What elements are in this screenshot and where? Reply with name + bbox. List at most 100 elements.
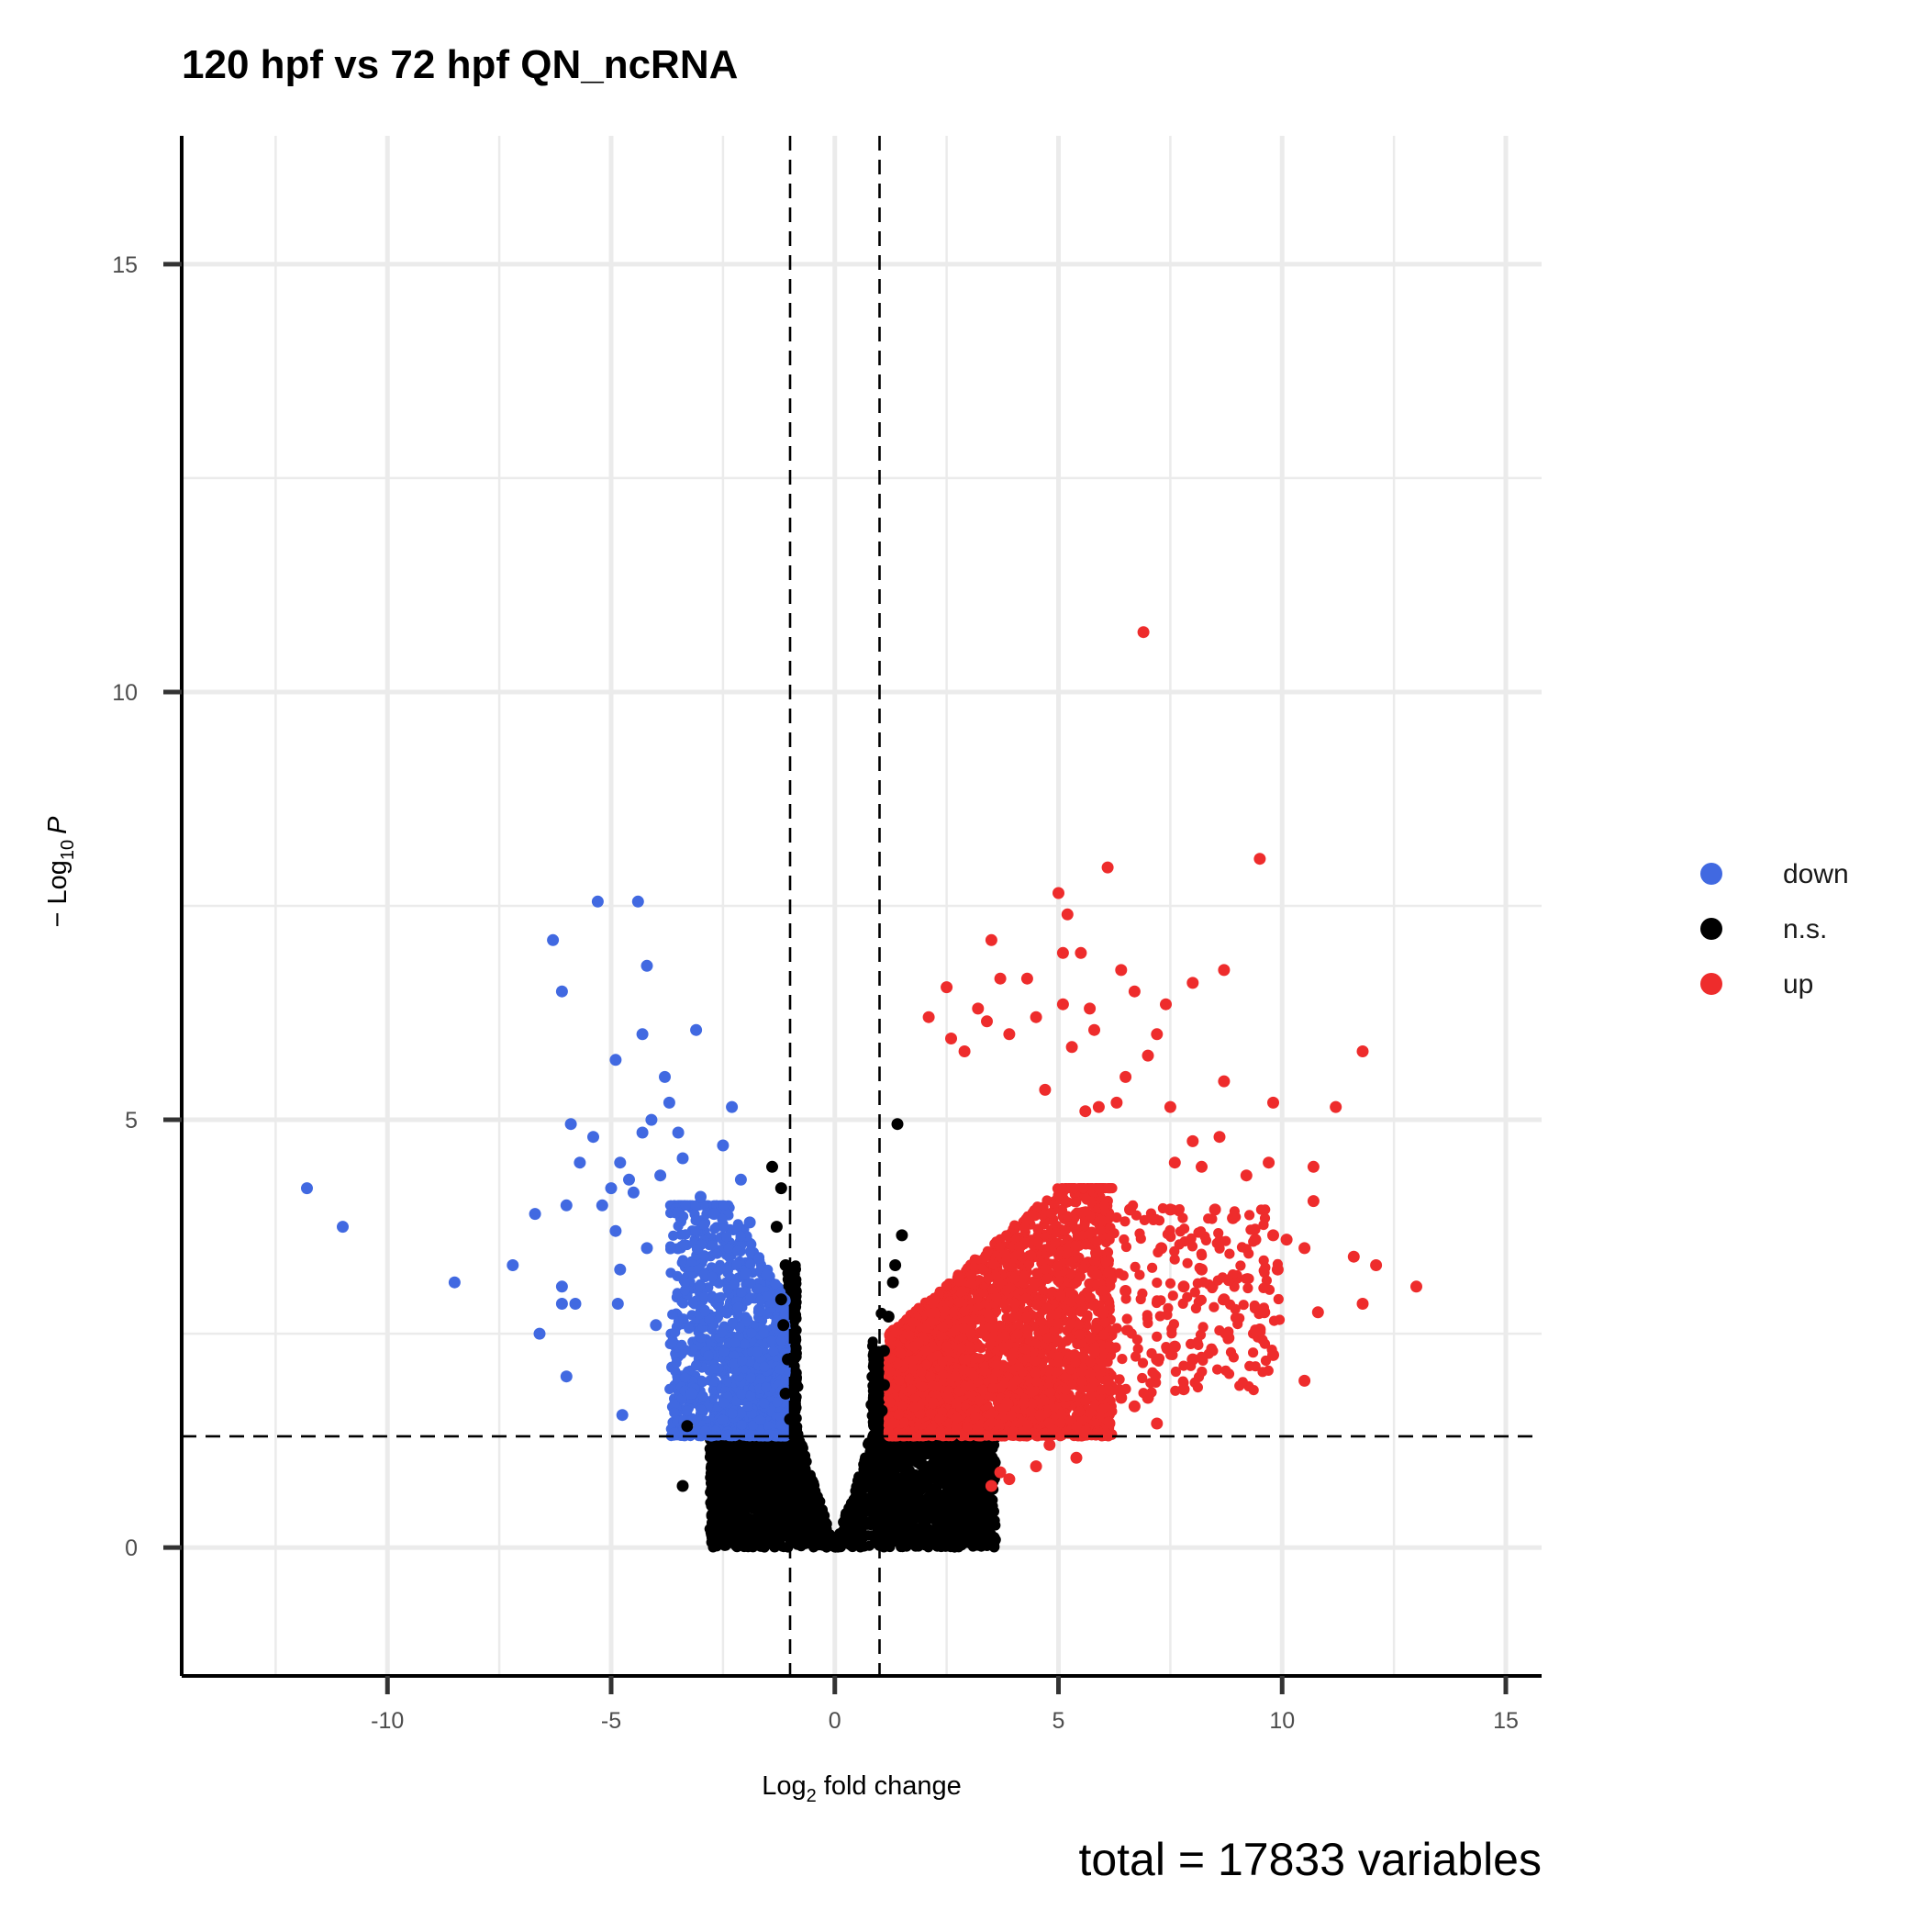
legend-label-up: up xyxy=(1783,969,1813,1000)
point-down-41 xyxy=(695,1191,707,1203)
point-up-33 xyxy=(1093,1101,1105,1113)
y-tick-label-3: 15 xyxy=(112,252,138,278)
point-up-13 xyxy=(1129,986,1141,998)
y-axis-title-suffix: P xyxy=(43,816,72,834)
point-down-43 xyxy=(717,1140,729,1152)
point-up-53 xyxy=(1298,1242,1310,1254)
point-up-3 xyxy=(1053,888,1064,899)
point-down-14 xyxy=(574,1156,585,1168)
point-down-24 xyxy=(617,1409,629,1421)
point-up-6 xyxy=(1057,947,1069,959)
point-up-51 xyxy=(1267,1229,1279,1241)
point-up-84 xyxy=(1119,1285,1131,1297)
point-down-15 xyxy=(587,1131,599,1143)
point-up-41 xyxy=(1169,1156,1181,1168)
point-down-12 xyxy=(565,1118,577,1130)
point-down-19 xyxy=(609,1054,621,1066)
point-up-0 xyxy=(1138,626,1150,638)
point-down-33 xyxy=(650,1319,662,1331)
point-up-47 xyxy=(1209,1203,1221,1215)
point-down-34 xyxy=(654,1169,666,1181)
point-up-55 xyxy=(1348,1251,1360,1263)
point-up-75 xyxy=(1115,1392,1127,1404)
point-up-60 xyxy=(1258,1306,1270,1318)
point-up-16 xyxy=(972,1002,984,1014)
point-up-63 xyxy=(1267,1349,1279,1361)
point-down-21 xyxy=(612,1298,624,1310)
x-tick-label-5: 15 xyxy=(1493,1708,1519,1734)
point-up-57 xyxy=(1410,1280,1422,1292)
point-up-28 xyxy=(1357,1045,1369,1057)
point-up-88 xyxy=(1218,1293,1230,1305)
point-up-83 xyxy=(1097,1306,1109,1318)
point-up-14 xyxy=(1186,977,1198,988)
point-down-44 xyxy=(726,1101,738,1113)
point-down-2 xyxy=(449,1277,461,1289)
point-up-44 xyxy=(1263,1156,1275,1168)
point-up-66 xyxy=(1186,1354,1198,1366)
point-up-12 xyxy=(941,981,952,993)
point-up-17 xyxy=(1084,1002,1096,1014)
legend-label-ns: n.s. xyxy=(1783,914,1827,944)
point-down-47 xyxy=(744,1216,756,1228)
point-up-1 xyxy=(1253,853,1265,865)
x-tick-label-0: -10 xyxy=(371,1708,404,1734)
point-down-9 xyxy=(556,1298,568,1310)
y-tick-label-1: 5 xyxy=(125,1108,138,1134)
point-up-62 xyxy=(1253,1323,1265,1335)
point-down-38 xyxy=(677,1153,689,1165)
point-ns-10 xyxy=(896,1229,908,1241)
point-up-10 xyxy=(995,973,1007,985)
point-up-32 xyxy=(1079,1105,1091,1117)
point-up-67 xyxy=(1151,1354,1163,1366)
point-up-37 xyxy=(1330,1101,1342,1113)
point-up-21 xyxy=(1030,1011,1042,1023)
point-up-76 xyxy=(1102,1375,1114,1387)
point-up-11 xyxy=(1021,973,1033,985)
point-up-39 xyxy=(1214,1131,1226,1143)
point-up-29 xyxy=(1142,1050,1154,1062)
point-up-82 xyxy=(1088,1345,1100,1357)
point-down-16 xyxy=(592,896,604,908)
point-up-40 xyxy=(1186,1135,1198,1147)
point-down-4 xyxy=(529,1208,541,1220)
point-up-52 xyxy=(1281,1234,1293,1245)
point-down-5 xyxy=(534,1328,546,1340)
point-down-11 xyxy=(561,1200,573,1212)
point-down-8 xyxy=(556,1280,568,1292)
point-ns-18 xyxy=(677,1480,689,1492)
point-up-30 xyxy=(1119,1071,1131,1083)
point-up-35 xyxy=(1164,1101,1176,1113)
point-down-40 xyxy=(690,1024,702,1036)
point-down-10 xyxy=(561,1370,573,1382)
point-up-59 xyxy=(1312,1306,1324,1318)
point-down-0 xyxy=(301,1182,313,1194)
point-up-22 xyxy=(1088,1024,1100,1036)
point-up-61 xyxy=(1222,1332,1234,1344)
point-up-25 xyxy=(1151,1028,1163,1040)
x-axis-title-prefix: Log xyxy=(762,1771,806,1801)
y-axis-title: − Log10P xyxy=(43,816,78,928)
point-up-45 xyxy=(1308,1161,1320,1173)
point-up-15 xyxy=(1057,999,1069,1011)
point-ns-12 xyxy=(887,1277,899,1289)
y-axis-title-prefix: − Log xyxy=(43,860,72,927)
x-tick-label-2: 0 xyxy=(829,1708,841,1734)
point-up-36 xyxy=(1267,1097,1279,1109)
point-up-69 xyxy=(1142,1392,1154,1404)
point-down-35 xyxy=(659,1071,671,1083)
point-down-46 xyxy=(740,1268,752,1279)
point-up-24 xyxy=(1003,1028,1015,1040)
point-up-70 xyxy=(1151,1418,1163,1430)
legend-key-ns xyxy=(1700,918,1722,940)
point-down-3 xyxy=(507,1259,518,1271)
point-down-20 xyxy=(609,1225,621,1237)
point-down-42 xyxy=(708,1208,720,1220)
point-up-54 xyxy=(1272,1264,1284,1276)
point-up-43 xyxy=(1241,1169,1253,1181)
point-down-30 xyxy=(637,1127,649,1139)
point-up-58 xyxy=(1357,1298,1369,1310)
x-axis-title: Log2 fold change xyxy=(762,1771,962,1806)
x-tick-label-3: 5 xyxy=(1053,1708,1065,1734)
